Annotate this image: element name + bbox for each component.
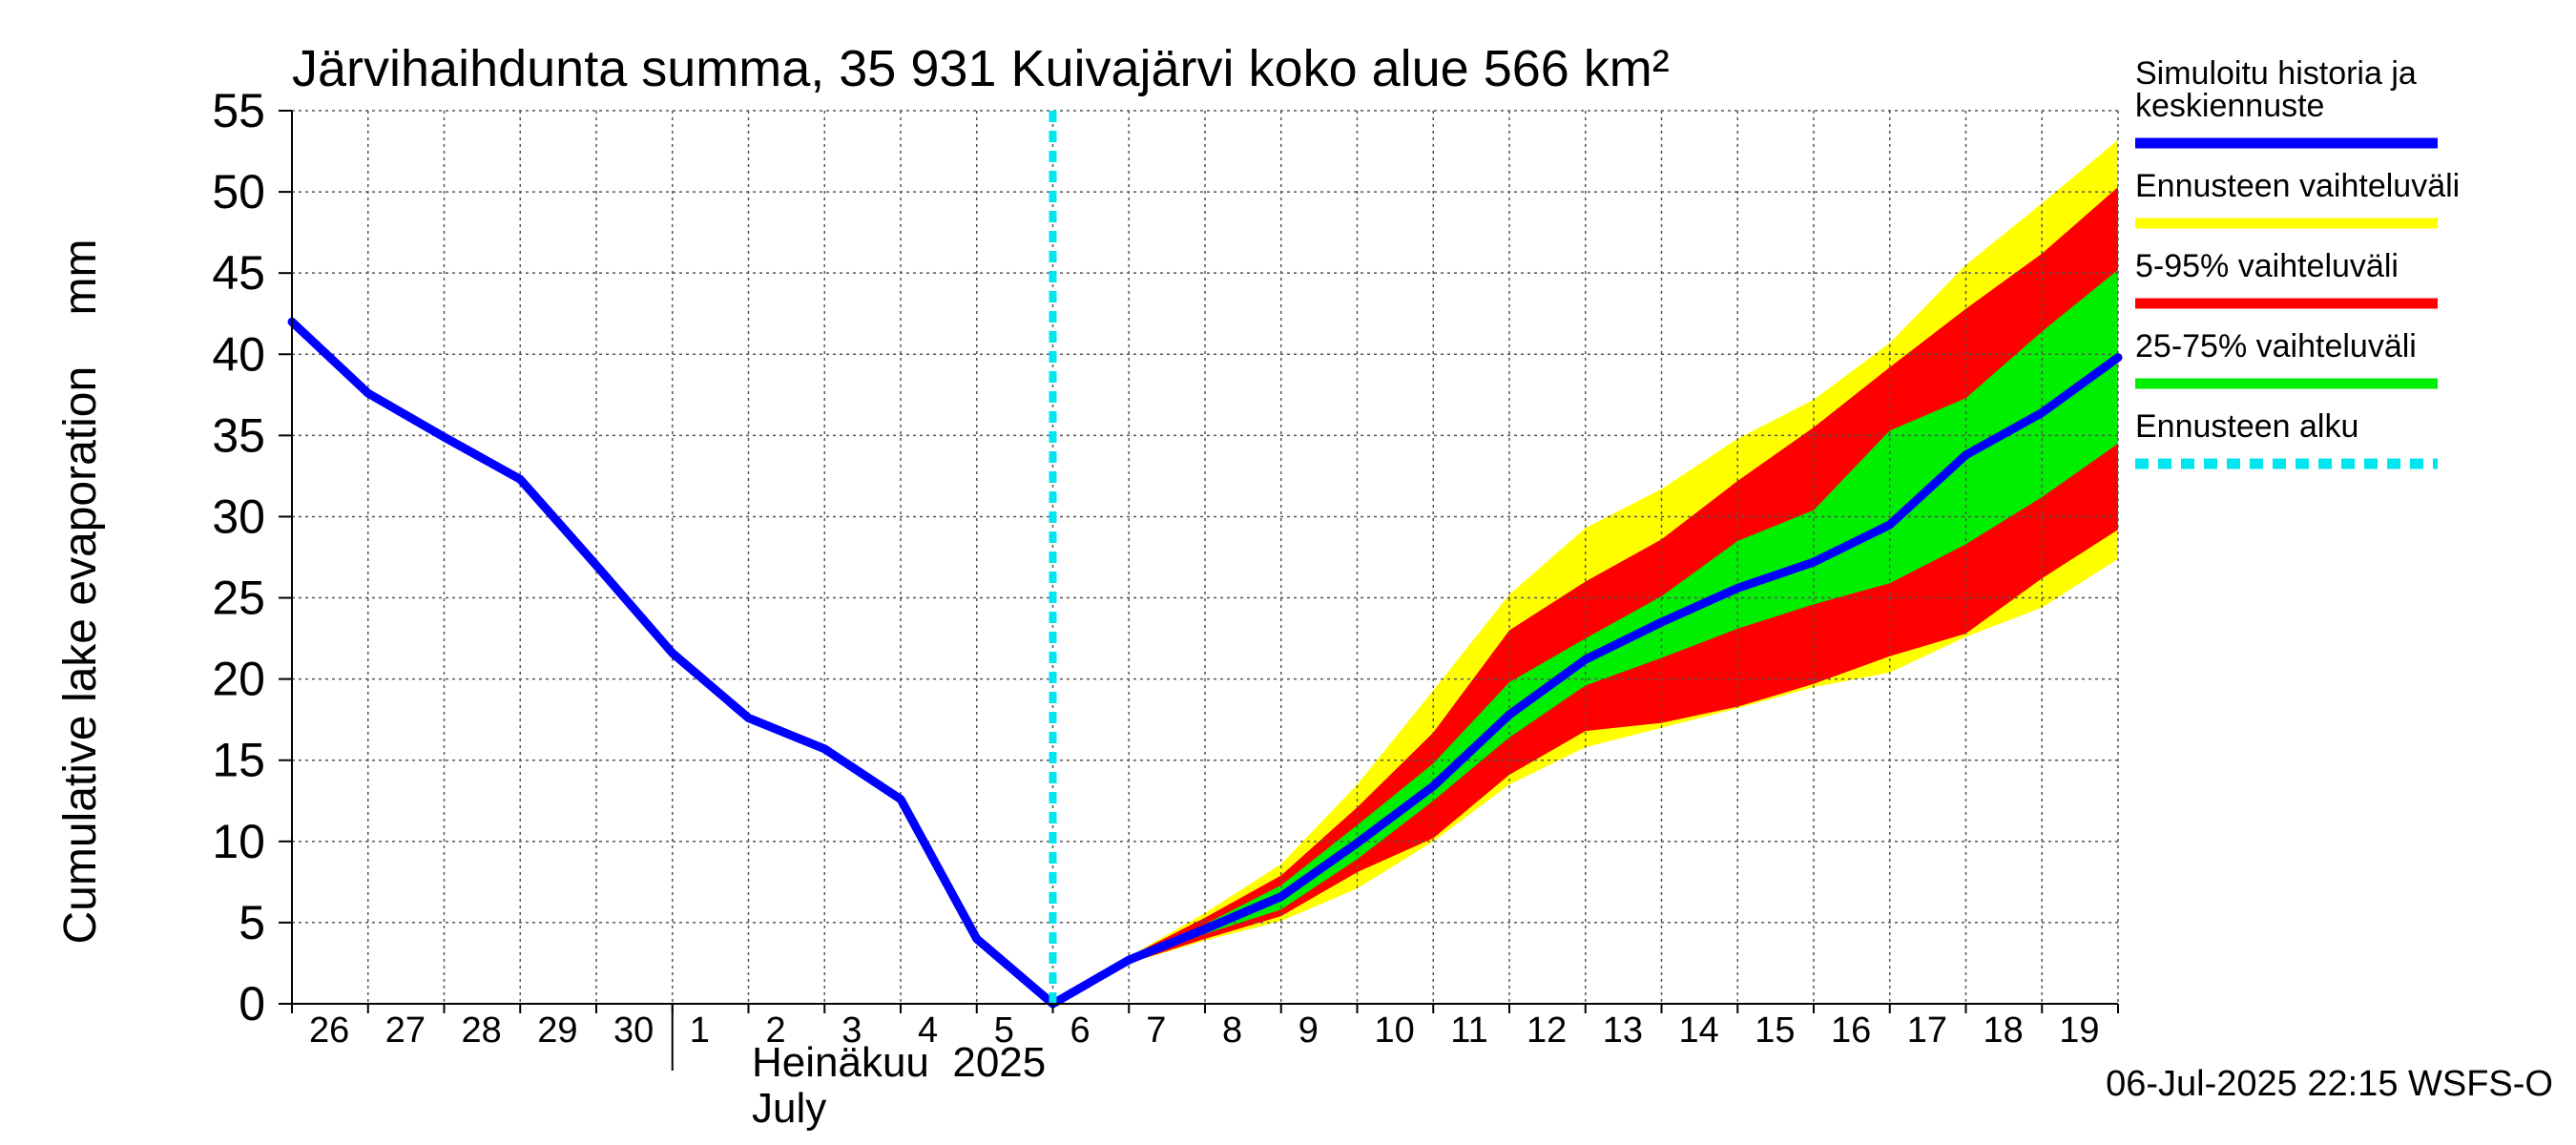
- legend-item-start: Ennusteen alku: [2135, 408, 2438, 469]
- legend-label: Simuloitu historia ja: [2135, 55, 2417, 92]
- x-tick-label: 28: [462, 1010, 502, 1051]
- y-tick-label: 35: [212, 408, 265, 462]
- legend-item-range: Ennusteen vaihteluväli: [2135, 168, 2460, 229]
- x-tick-label: 9: [1298, 1010, 1319, 1051]
- legend-label: 5-95% vaihteluväli: [2135, 248, 2399, 284]
- y-tick-label: 0: [239, 977, 265, 1030]
- x-tick-label: 5: [994, 1010, 1014, 1051]
- x-tick-label: 15: [1755, 1010, 1795, 1051]
- x-tick-label: 18: [1984, 1010, 2024, 1051]
- x-tick-label: 12: [1527, 1010, 1567, 1051]
- x-tick-label: 19: [2059, 1010, 2099, 1051]
- legend-item-p5_95: 5-95% vaihteluväli: [2135, 248, 2438, 309]
- x-tick-label: 4: [918, 1010, 938, 1051]
- chart-title: Järvihaihdunta summa, 35 931 Kuivajärvi …: [292, 40, 1670, 97]
- y-tick-label: 30: [212, 489, 265, 543]
- y-tick-label: 20: [212, 653, 265, 706]
- x-tick-label: 13: [1603, 1010, 1643, 1051]
- x-tick-label: 3: [841, 1010, 862, 1051]
- history-line: [287, 317, 1057, 1009]
- x-tick-label: 1: [690, 1010, 710, 1051]
- x-tick-label: 14: [1679, 1010, 1719, 1051]
- x-tick-label: 10: [1375, 1010, 1415, 1051]
- x-axis-month-fi: Heinäkuu 2025: [752, 1039, 1046, 1086]
- timestamp-footer: 06-Jul-2025 22:15 WSFS-O: [2106, 1064, 2553, 1104]
- y-tick-label: 50: [212, 165, 265, 219]
- median-forecast-line: [1049, 353, 2123, 1009]
- legend-label: keskiennuste: [2135, 88, 2324, 124]
- legend-label: 25-75% vaihteluväli: [2135, 328, 2417, 364]
- legend-label: Ennusteen alku: [2135, 408, 2358, 445]
- x-tick-label: 30: [613, 1010, 654, 1051]
- x-axis: 26 27 28 29 30 1 2 3 4 5 6 7 8 9 10 11 12 13 14 15 16 17 18 19: [291, 1004, 2119, 1071]
- x-tick-label: 17: [1907, 1010, 1947, 1051]
- y-tick-label: 5: [239, 896, 265, 949]
- x-tick-label: 27: [385, 1010, 426, 1051]
- x-tick-label: 26: [309, 1010, 349, 1051]
- y-tick-label: 25: [212, 572, 265, 625]
- y-tick-label: 55: [212, 84, 265, 137]
- y-tick-label: 10: [212, 815, 265, 868]
- x-axis-month-en: July: [752, 1085, 826, 1132]
- x-tick-label: 11: [1450, 1010, 1487, 1051]
- y-tick-label: 45: [212, 246, 265, 300]
- y-axis-label: Cumulative lake evaporation mm: [55, 239, 106, 945]
- band-5-95: [1052, 186, 2118, 1004]
- x-tick-label: 16: [1831, 1010, 1871, 1051]
- y-axis: 0 5 10 15 20 25 30 35 40 45 50 55: [212, 84, 292, 1030]
- y-tick-label: 40: [212, 327, 265, 381]
- x-tick-label: 8: [1222, 1010, 1242, 1051]
- x-tick-label: 2: [766, 1010, 786, 1051]
- legend-item-p25_75: 25-75% vaihteluväli: [2135, 328, 2438, 389]
- x-tick-label: 29: [537, 1010, 577, 1051]
- legend-label: Ennusteen vaihteluväli: [2135, 168, 2460, 204]
- x-tick-label: 7: [1146, 1010, 1166, 1051]
- y-tick-label: 15: [212, 734, 265, 787]
- x-tick-label: 6: [1070, 1010, 1091, 1051]
